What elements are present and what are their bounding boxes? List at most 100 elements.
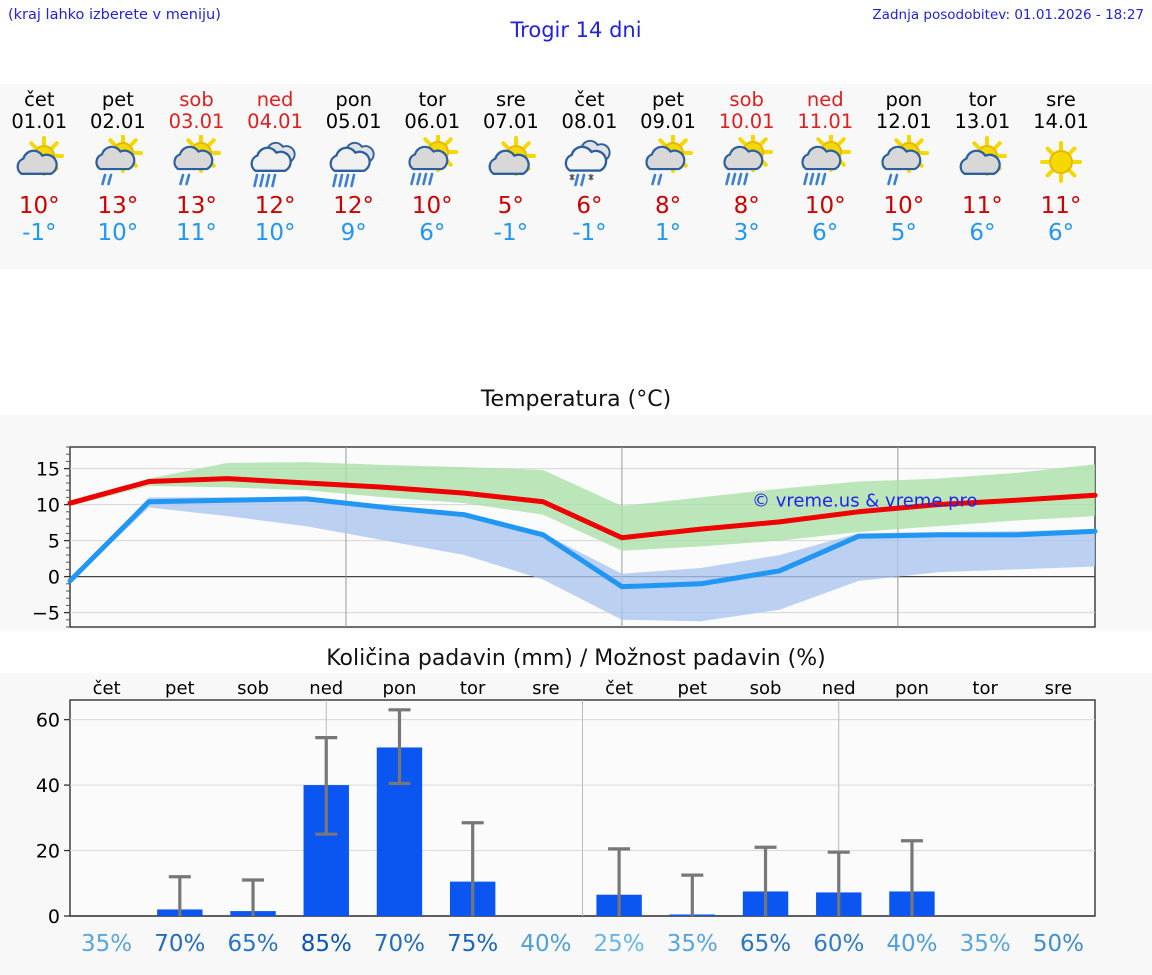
temp-min: 6° — [812, 220, 839, 246]
day-date: 08.01 — [561, 110, 618, 133]
temp-max: 10° — [411, 193, 453, 219]
svg-text:© vreme.us & vreme.pro: © vreme.us & vreme.pro — [752, 491, 978, 512]
day-date: 06.01 — [404, 110, 461, 133]
temp-min: 10° — [254, 220, 296, 246]
day-name: pon — [885, 88, 923, 111]
svg-text:35%: 35% — [81, 931, 132, 957]
forecast-day-column[interactable]: ned 04.01 12° 10° — [236, 84, 315, 269]
temp-min: -1° — [22, 220, 57, 246]
day-name: pet — [652, 88, 685, 111]
forecast-day-column[interactable]: čet 08.01 6° -1° — [550, 84, 629, 269]
temp-min: 6° — [969, 220, 996, 246]
day-date: 04.01 — [247, 110, 303, 133]
day-date: 12.01 — [875, 110, 932, 133]
day-date: 02.01 — [89, 110, 146, 133]
svg-text:ned: ned — [822, 678, 856, 699]
sun-behind-cloud-light-rain-icon — [165, 135, 227, 193]
day-name: sre — [1046, 88, 1076, 111]
forecast-day-column[interactable]: čet 01.01 10° -1° — [0, 84, 79, 269]
svg-text:35%: 35% — [667, 931, 718, 957]
svg-text:tor: tor — [460, 678, 486, 699]
svg-text:85%: 85% — [301, 931, 352, 957]
cloud-rain-icon — [323, 135, 385, 193]
temp-max: 12° — [254, 193, 296, 219]
svg-text:čet: čet — [93, 678, 121, 699]
temp-min: 6° — [419, 220, 446, 246]
temp-min: -1° — [572, 220, 607, 246]
temp-min: -1° — [493, 220, 529, 246]
temp-max: 8° — [654, 193, 682, 219]
svg-text:15: 15 — [36, 459, 60, 481]
cloud-rain-icon — [244, 135, 306, 193]
forecast-day-column[interactable]: sob 10.01 8° 3° — [707, 84, 786, 269]
svg-text:20: 20 — [36, 841, 60, 863]
sun-behind-cloud-icon — [8, 135, 70, 193]
temp-max: 11° — [1040, 193, 1082, 219]
precipitation-plot: čet pet sob ned pon tor sre čet pet sob ned pon tor s… — [0, 673, 1152, 975]
temp-max: 13° — [97, 193, 139, 219]
forecast-day-column[interactable]: pon 12.01 10° 5° — [865, 84, 944, 269]
sun-behind-cloud-light-rain-icon — [87, 135, 149, 193]
sun-behind-cloud-icon — [951, 135, 1013, 193]
temperature-chart-title: Temperatura (°C) — [480, 387, 672, 412]
svg-text:40%: 40% — [520, 931, 571, 957]
svg-text:sob: sob — [750, 678, 782, 699]
svg-text:tor: tor — [972, 678, 998, 699]
page-title: Trogir 14 dni — [510, 18, 642, 42]
svg-text:sre: sre — [532, 678, 559, 699]
day-date: 03.01 — [168, 110, 225, 133]
forecast-day-column[interactable]: sob 03.01 13° 11° — [157, 84, 236, 269]
svg-text:pet: pet — [165, 678, 195, 699]
svg-text:50%: 50% — [1033, 931, 1084, 957]
day-name: sre — [495, 88, 526, 111]
temp-max: 5° — [497, 193, 524, 219]
day-date: 05.01 — [325, 110, 382, 133]
forecast-day-column[interactable]: ned 11.01 10° 6° — [786, 84, 865, 269]
svg-text:ned: ned — [309, 678, 343, 699]
precipitation-chart-block: Količina padavin (mm) / Možnost padavin … — [0, 643, 1152, 975]
temp-max: 10° — [804, 193, 846, 219]
location-menu-note[interactable]: (kraj lahko izberete v meniju) — [8, 7, 221, 23]
day-name: sob — [179, 88, 214, 111]
forecast-day-column[interactable]: pet 02.01 13° 10° — [79, 84, 158, 269]
temp-max: 10° — [883, 193, 925, 219]
temp-min: 3° — [733, 220, 760, 246]
temp-min: 5° — [890, 220, 917, 246]
svg-text:65%: 65% — [740, 931, 791, 957]
temp-min: 10° — [97, 220, 139, 246]
day-date: 10.01 — [718, 110, 775, 133]
day-date: 09.01 — [640, 110, 696, 133]
svg-text:sre: sre — [1045, 678, 1072, 699]
forecast-day-column[interactable]: sre 14.01 11° 6° — [1022, 84, 1101, 269]
temperature-plot: 15 10 5 0 −5 © vreme.us & vreme.pro — [0, 415, 1152, 630]
day-name: sob — [729, 88, 764, 111]
forecast-day-column[interactable]: pet 09.01 8° 1° — [629, 84, 708, 269]
temp-max: 6° — [576, 193, 603, 219]
forecast-day-column[interactable]: tor 13.01 11° 6° — [943, 84, 1022, 269]
day-name: ned — [806, 88, 844, 111]
sun-icon — [1030, 135, 1092, 193]
temp-max: 11° — [962, 193, 1003, 219]
precipitation-chart-title: Količina padavin (mm) / Možnost padavin … — [326, 646, 826, 671]
svg-text:0: 0 — [48, 906, 60, 928]
svg-text:35%: 35% — [960, 931, 1011, 957]
forecast-day-column[interactable]: tor 06.01 10° 6° — [393, 84, 472, 269]
last-update-label: Zadnja posodobitev: 01.01.2026 - 18:27 — [872, 7, 1144, 23]
temp-max: 10° — [18, 193, 60, 219]
svg-text:10: 10 — [36, 495, 60, 517]
day-name: čet — [24, 88, 55, 111]
svg-text:čet: čet — [605, 678, 633, 699]
svg-text:25%: 25% — [594, 931, 645, 957]
sun-behind-cloud-icon — [480, 135, 542, 193]
forecast-day-column[interactable]: pon 05.01 12° 9° — [314, 84, 393, 269]
svg-text:pon: pon — [383, 678, 417, 699]
sun-behind-cloud-light-rain-icon — [637, 135, 699, 193]
svg-text:60%: 60% — [813, 931, 864, 957]
day-name: ned — [256, 88, 294, 111]
svg-text:−5: −5 — [32, 603, 60, 625]
cloud-sleet-icon — [558, 135, 620, 193]
temp-min: 6° — [1047, 220, 1075, 246]
forecast-day-column[interactable]: sre 07.01 5° -1° — [472, 84, 551, 269]
day-date: 01.01 — [11, 110, 68, 133]
svg-text:70%: 70% — [374, 931, 425, 957]
